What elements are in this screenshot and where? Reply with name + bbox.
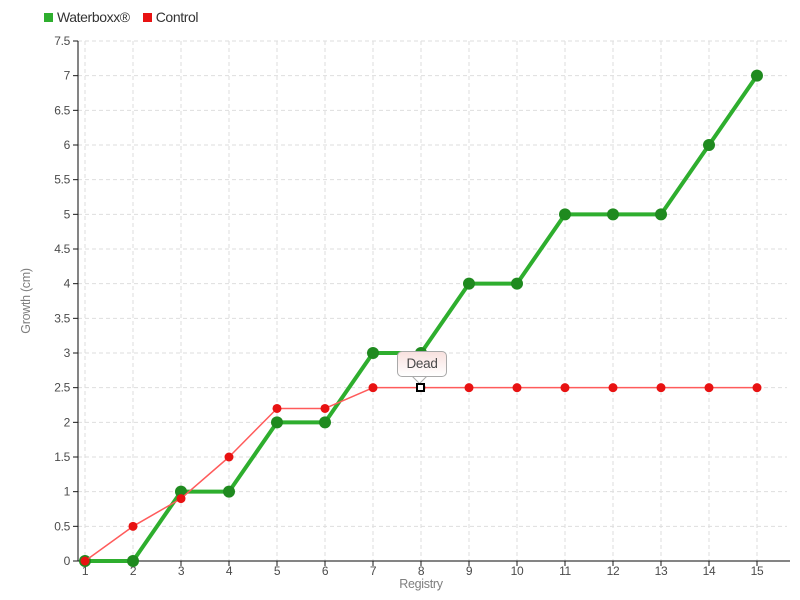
waterboxx-bullet[interactable]	[655, 208, 667, 221]
waterboxx-bullet[interactable]	[703, 139, 715, 151]
x-tick-label: 12	[607, 564, 620, 578]
hovered-point-marker[interactable]	[416, 383, 425, 392]
y-tick-label: 6.5	[54, 103, 70, 117]
x-tick-label: 2	[130, 564, 137, 578]
y-tick-label: 2.5	[54, 381, 70, 395]
control-bullet[interactable]	[176, 494, 186, 504]
control-bullet[interactable]	[704, 383, 714, 393]
legend-item-waterboxx[interactable]: Waterboxx®	[44, 9, 130, 25]
legend: Waterboxx® Control	[44, 9, 198, 25]
waterboxx-bullet[interactable]	[127, 555, 139, 567]
waterboxx-bullet[interactable]	[367, 347, 379, 359]
dead-tooltip: Dead	[397, 351, 447, 377]
waterboxx-bullet[interactable]	[463, 277, 475, 290]
control-bullet[interactable]	[560, 383, 570, 393]
control-bullet[interactable]	[464, 383, 474, 393]
y-tick-label: 0	[64, 554, 71, 568]
waterboxx-bullet[interactable]	[271, 416, 283, 429]
y-tick-label: 5.5	[54, 173, 70, 187]
control-bullet[interactable]	[320, 403, 330, 413]
x-tick-label: 7	[370, 564, 377, 578]
control-bullet[interactable]	[368, 383, 378, 393]
x-tick-label: 14	[703, 564, 716, 578]
y-axis-title: Growth (cm)	[19, 268, 33, 334]
y-tick-label: 3.5	[54, 311, 70, 325]
y-tick-label: 0.5	[54, 519, 70, 533]
y-tick-label: 2	[64, 415, 71, 429]
control-swatch-icon	[142, 13, 152, 22]
legend-label-waterboxx: Waterboxx®	[57, 9, 130, 25]
waterboxx-swatch-icon	[44, 13, 53, 22]
y-tick-label: 1.5	[54, 450, 70, 464]
waterboxx-bullet[interactable]	[511, 277, 523, 290]
x-tick-label: 10	[511, 564, 524, 578]
control-bullet[interactable]	[752, 383, 762, 393]
legend-label-control: Control	[155, 9, 199, 25]
waterboxx-bullet[interactable]	[559, 208, 571, 221]
y-tick-label: 5	[64, 207, 71, 221]
control-bullet[interactable]	[512, 383, 522, 393]
y-tick-label: 1	[64, 485, 71, 499]
x-tick-label: 9	[466, 564, 473, 578]
x-tick-label: 1	[82, 564, 89, 578]
control-bullet[interactable]	[656, 383, 666, 393]
legend-item-control[interactable]: Control	[142, 9, 199, 25]
y-tick-label: 7.5	[54, 34, 70, 48]
y-tick-label: 7	[64, 69, 71, 83]
control-bullet[interactable]	[224, 452, 234, 462]
waterboxx-bullet[interactable]	[175, 485, 187, 498]
x-tick-label: 8	[418, 564, 425, 578]
x-tick-label: 4	[226, 564, 233, 578]
y-tick-label: 4.5	[54, 242, 70, 256]
control-bullet[interactable]	[608, 383, 618, 393]
control-bullet[interactable]	[80, 556, 90, 566]
x-axis-title: Registry	[399, 577, 443, 591]
y-tick-label: 4	[64, 277, 71, 291]
y-tick-label: 6	[64, 138, 71, 152]
y-tick-label: 3	[64, 346, 71, 360]
x-tick-label: 11	[559, 564, 571, 578]
x-tick-label: 3	[178, 564, 185, 578]
x-tick-label: 6	[322, 564, 329, 578]
waterboxx-bullet[interactable]	[751, 69, 763, 82]
x-tick-label: 15	[751, 564, 764, 578]
control-bullet[interactable]	[272, 403, 282, 413]
waterboxx-bullet[interactable]	[223, 485, 235, 498]
waterboxx-bullet[interactable]	[319, 416, 331, 429]
waterboxx-bullet[interactable]	[607, 208, 619, 221]
x-tick-label: 5	[274, 564, 281, 578]
x-tick-label: 13	[655, 564, 668, 578]
control-bullet[interactable]	[128, 521, 138, 531]
